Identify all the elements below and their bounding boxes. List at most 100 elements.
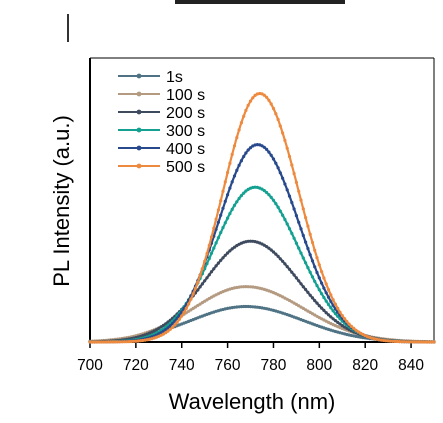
series-point	[228, 186, 232, 190]
series-point	[306, 290, 310, 294]
series-point	[276, 117, 280, 122]
series-point	[324, 311, 328, 315]
series-point	[269, 102, 273, 106]
series-point	[219, 213, 223, 217]
series-point	[207, 256, 211, 261]
series-point	[310, 259, 315, 263]
series-point	[171, 321, 175, 326]
series-point	[221, 189, 225, 193]
series-point	[205, 252, 209, 256]
series-point	[278, 257, 282, 261]
series-point	[331, 298, 335, 302]
series-point	[301, 285, 305, 289]
series-point	[184, 306, 188, 310]
series-point	[212, 267, 216, 271]
legend-item-6: 500 s	[118, 159, 205, 176]
legend-swatch-marker	[136, 91, 142, 97]
series-point	[251, 96, 255, 100]
series-point	[216, 208, 220, 212]
series-point	[322, 308, 326, 312]
series-point	[308, 270, 312, 274]
series-point	[283, 262, 287, 266]
series-point	[301, 207, 305, 211]
series-point	[242, 191, 246, 195]
legend-label-5: 400 s	[166, 141, 205, 158]
series-point	[343, 325, 347, 329]
series-point	[175, 320, 179, 324]
series-point	[221, 226, 225, 230]
series-point	[281, 213, 285, 217]
series-point	[416, 340, 420, 344]
series-point	[384, 339, 388, 343]
series-point	[411, 340, 415, 344]
series-line-4	[89, 186, 434, 344]
series-point	[182, 310, 186, 314]
series-point	[253, 93, 257, 97]
series-point	[301, 256, 305, 260]
series-point	[260, 144, 264, 148]
series-point	[269, 248, 273, 252]
series-point	[209, 235, 214, 239]
series-point	[219, 199, 223, 203]
series-point	[267, 150, 271, 154]
series-point	[113, 340, 117, 344]
series-point	[207, 243, 211, 247]
series-point	[317, 304, 321, 308]
series-point	[132, 339, 136, 343]
series-point	[313, 299, 317, 303]
series-point	[230, 180, 234, 184]
series-point	[239, 305, 243, 309]
series-point	[352, 326, 356, 330]
series-point	[290, 231, 294, 235]
series-point	[235, 136, 239, 140]
series-point	[246, 285, 250, 289]
legend-swatch-marker	[136, 109, 142, 115]
series-point	[299, 198, 303, 202]
series-point	[274, 252, 278, 256]
series-point	[221, 206, 225, 210]
series-point	[209, 251, 214, 255]
series-point	[425, 340, 429, 344]
series-point	[301, 306, 305, 310]
series-point	[304, 261, 308, 265]
series-point	[308, 293, 312, 297]
series-point	[333, 312, 337, 316]
legend-swatch-marker	[136, 145, 142, 151]
legend-label-4: 300 s	[166, 123, 205, 140]
cropped-top-text	[175, 0, 345, 4]
x-axis-title: Wavelength (nm)	[169, 389, 336, 414]
series-point	[164, 328, 168, 332]
series-point	[285, 265, 289, 269]
series-point	[274, 161, 278, 165]
series-point	[393, 339, 397, 343]
legend-swatch-marker	[136, 163, 142, 169]
series-point	[294, 241, 298, 245]
series-point	[200, 282, 204, 286]
series-point	[232, 144, 237, 148]
series-point	[203, 259, 207, 263]
series-point	[235, 305, 239, 309]
series-point	[301, 233, 305, 238]
series-point	[228, 212, 232, 216]
series-point	[164, 322, 168, 326]
series-point	[242, 114, 246, 118]
series-point	[115, 340, 120, 344]
series-point	[329, 306, 333, 310]
series-point	[290, 163, 294, 167]
series-point	[304, 240, 308, 244]
x-tick-label-760: 760	[215, 357, 241, 374]
series-point	[265, 190, 269, 195]
series-point	[315, 284, 319, 288]
series-point	[274, 202, 278, 206]
series-point	[343, 317, 347, 321]
series-point	[356, 330, 360, 334]
series-6	[88, 91, 436, 344]
series-point	[166, 326, 170, 330]
legend-label-2: 100 s	[166, 87, 205, 104]
series-point	[248, 305, 253, 309]
series-point	[244, 285, 248, 289]
series-point	[329, 293, 333, 297]
series-point	[253, 305, 257, 309]
series-point	[262, 145, 266, 149]
series-point	[262, 189, 266, 193]
